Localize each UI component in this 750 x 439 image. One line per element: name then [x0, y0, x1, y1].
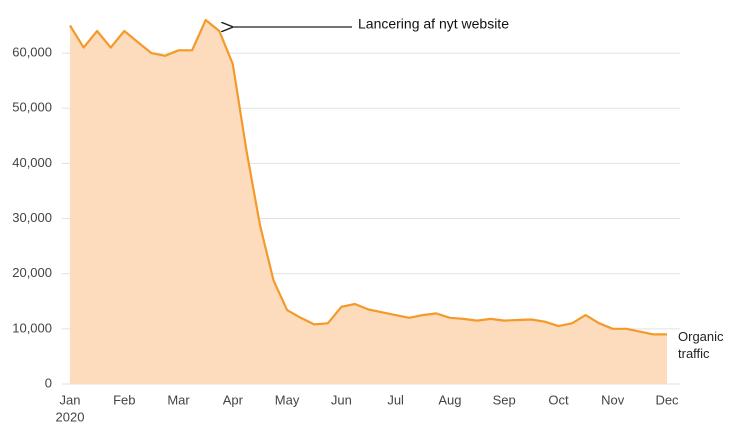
x-tick-label: Oct: [548, 392, 569, 407]
line: [69, 18, 667, 336]
y-tick-label: 60,000: [12, 45, 52, 60]
x-tick-label: Jan: [60, 392, 81, 407]
plot: 0 10,000 20,000 30,000 40,000 50,000 60,000 Jan…: [12, 18, 680, 407]
annotation: Lancering af nyt website: [358, 16, 509, 32]
series-label-box: Organic traffic: [678, 329, 724, 361]
x-tick-label: Nov: [601, 392, 625, 407]
y-tick-label: 50,000: [12, 100, 52, 115]
y-tick-label: 40,000: [12, 155, 52, 170]
x-tick-label: May: [275, 392, 300, 407]
x-tick-label: Sep: [493, 392, 516, 407]
series-label: Organic traffic: [678, 329, 724, 361]
x-tick-label: Jul: [387, 392, 404, 407]
area: [70, 20, 667, 384]
year-label: 2020: [56, 409, 85, 424]
y-tick-label: 0: [45, 375, 52, 390]
y-tick-label: 20,000: [12, 265, 52, 280]
y-tick-label: 10,000: [12, 320, 52, 335]
x-tick-label: Apr: [223, 392, 244, 407]
y-tick-label: 30,000: [12, 210, 52, 225]
x-tick-label: Dec: [655, 392, 679, 407]
x-tick-label: Aug: [438, 392, 461, 407]
x-tick-label: Feb: [113, 392, 135, 407]
x-tick-label: Mar: [167, 392, 190, 407]
x-tick-label: Jun: [331, 392, 352, 407]
